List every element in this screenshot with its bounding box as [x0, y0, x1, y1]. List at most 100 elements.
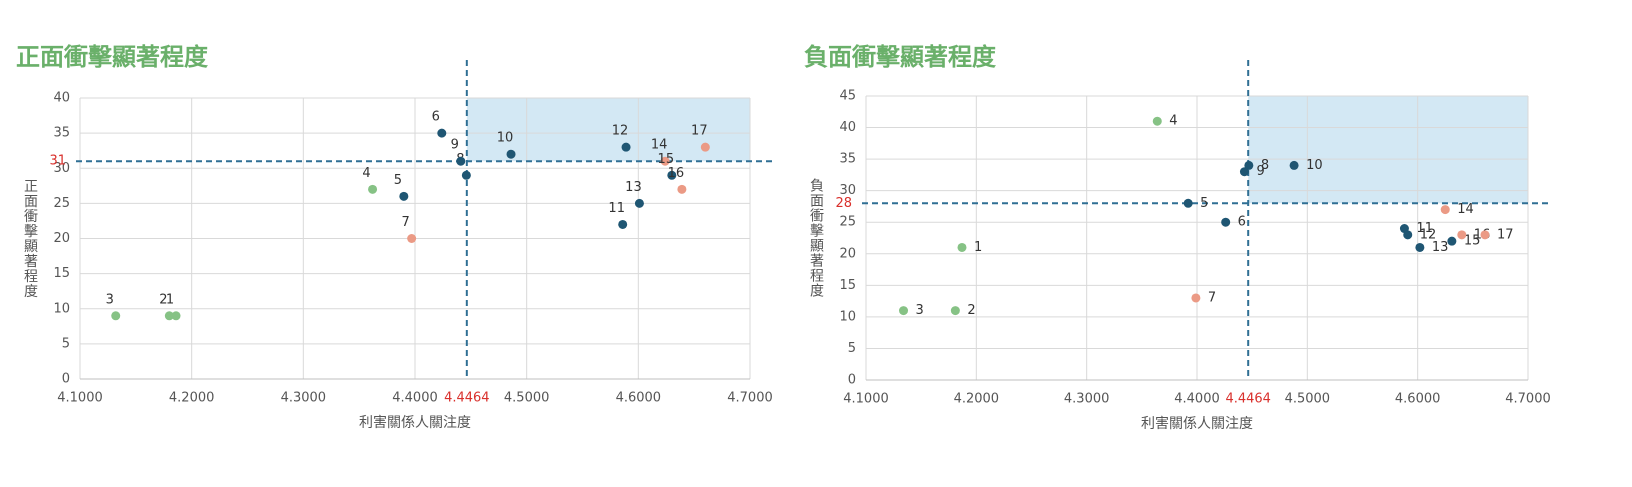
data-point	[660, 156, 670, 166]
x-tick-label: 4.5000	[504, 391, 550, 406]
data-point	[399, 191, 409, 201]
data-point	[957, 242, 967, 252]
data-point	[700, 142, 710, 152]
point-label: 17	[1497, 227, 1514, 242]
y-tick-label: 40	[53, 91, 70, 106]
data-point	[1289, 160, 1299, 170]
data-point	[461, 170, 471, 180]
point-label: 10	[1306, 158, 1323, 173]
x-tick-label: 4.7000	[727, 391, 773, 406]
data-point	[1239, 167, 1249, 177]
point-label: 8	[1261, 158, 1269, 173]
y-tick-label: 0	[848, 373, 856, 388]
y-tick-label: 25	[839, 215, 856, 230]
y-tick-label: 45	[839, 89, 856, 104]
y-tick-label: 30	[839, 183, 856, 198]
data-point	[1152, 116, 1162, 126]
data-point	[950, 306, 960, 316]
x-axis-title: 利害關係人關注度	[359, 415, 471, 431]
point-label: 5	[1200, 196, 1208, 211]
point-label: 15	[658, 152, 675, 167]
point-label: 15	[1464, 234, 1481, 249]
point-label: 7	[1208, 290, 1216, 305]
y-tick-label: 40	[839, 120, 856, 135]
chart-title: 負面衝擊顯著程度	[804, 43, 997, 71]
x-tick-label: 4.1000	[57, 391, 103, 406]
y-tick-label: 35	[53, 126, 70, 141]
data-point	[111, 311, 121, 321]
x-reference-label: 4.4464	[444, 391, 490, 406]
point-label: 2	[967, 303, 975, 318]
data-point	[164, 311, 174, 321]
y-axis-title: 負面衝擊顯著程度	[808, 178, 824, 298]
data-point	[171, 311, 181, 321]
point-label: 1	[974, 240, 982, 255]
data-point	[1457, 230, 1467, 240]
data-point	[1480, 230, 1490, 240]
y-axis-title: 正面衝擊顯著程度	[22, 179, 38, 299]
point-label: 14	[651, 138, 668, 153]
y-tick-label: 10	[839, 309, 856, 324]
point-label: 6	[1238, 215, 1246, 230]
point-label: 3	[916, 303, 924, 318]
point-label: 4	[362, 166, 370, 181]
x-tick-label: 4.5000	[1285, 392, 1331, 407]
data-point	[368, 184, 378, 194]
data-point	[677, 184, 687, 194]
y-tick-label: 20	[53, 231, 70, 246]
point-label: 12	[612, 124, 629, 139]
x-reference-label: 4.4464	[1225, 392, 1271, 407]
point-label: 2	[159, 292, 167, 307]
y-tick-label: 10	[53, 301, 70, 316]
y-tick-label: 5	[848, 341, 856, 356]
y-tick-label: 5	[62, 336, 70, 351]
x-tick-label: 4.1000	[843, 392, 889, 407]
chart-title: 正面衝擊顯著程度	[16, 43, 209, 71]
data-point	[506, 149, 516, 159]
point-label: 9	[1256, 164, 1264, 179]
data-point	[1191, 293, 1201, 303]
point-label: 9	[451, 138, 459, 153]
highlight-quadrant	[1248, 96, 1528, 204]
data-point	[456, 156, 466, 166]
data-point	[1440, 205, 1450, 215]
data-point	[634, 198, 644, 208]
x-tick-label: 4.2000	[954, 392, 1000, 407]
y-tick-label: 25	[53, 196, 70, 211]
point-label: 13	[1432, 240, 1449, 255]
data-point	[618, 219, 628, 229]
point-label: 16	[668, 166, 685, 181]
y-tick-label: 30	[53, 161, 70, 176]
point-label: 10	[497, 131, 514, 146]
data-point	[437, 128, 447, 138]
point-label: 17	[691, 124, 708, 139]
x-tick-label: 4.4000	[392, 391, 438, 406]
point-label: 7	[402, 215, 410, 230]
data-point	[667, 170, 677, 180]
y-tick-label: 15	[53, 266, 70, 281]
point-label: 12	[1420, 227, 1437, 242]
x-tick-label: 4.3000	[1064, 392, 1110, 407]
data-point	[1447, 236, 1457, 246]
data-point	[407, 234, 417, 243]
data-point	[1403, 230, 1413, 240]
data-point	[1221, 217, 1231, 227]
x-tick-label: 4.7000	[1505, 392, 1551, 407]
point-label: 14	[1457, 202, 1474, 217]
point-label: 4	[1169, 114, 1177, 129]
y-tick-label: 0	[62, 372, 70, 387]
x-tick-label: 4.3000	[281, 391, 327, 406]
point-label: 11	[1416, 221, 1433, 236]
x-tick-label: 4.6000	[1395, 392, 1441, 407]
point-label: 3	[106, 292, 114, 307]
x-tick-label: 4.4000	[1174, 392, 1220, 407]
y-reference-label: 28	[835, 196, 852, 211]
point-label: 5	[394, 173, 402, 188]
x-axis-title: 利害關係人關注度	[1141, 416, 1253, 432]
data-point	[621, 142, 631, 152]
y-reference-label: 31	[49, 154, 66, 169]
data-point	[1183, 198, 1193, 208]
point-label: 6	[432, 110, 440, 125]
point-label: 1	[166, 292, 174, 307]
